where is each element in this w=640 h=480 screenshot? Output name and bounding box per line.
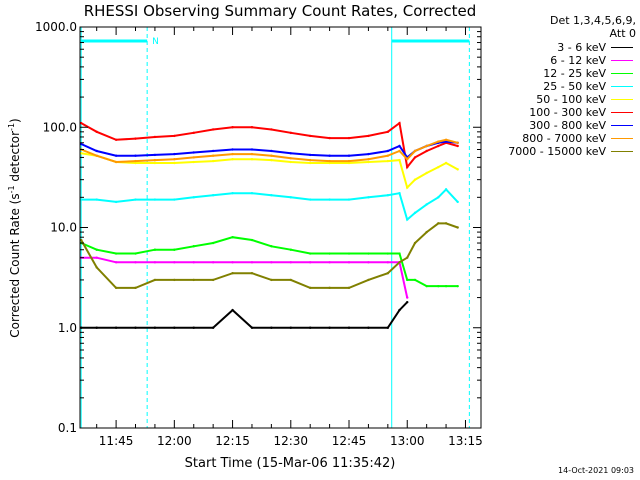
x-tick-label: 12:30 [273,434,308,448]
detector-info: Det 1,3,4,5,6,9, Att 0 [520,14,636,40]
series-9 [79,222,459,290]
y-axis-label: Corrected Count Rate (s-1 detector-1) [7,118,22,337]
legend-swatch [611,47,633,48]
y-tick-label: 100.0 [43,120,77,134]
series-line [81,301,408,329]
series-line [81,256,409,298]
y-label-sup1: -1 [7,185,16,193]
y-tick-label: 1.0 [58,321,77,335]
legend-swatch [611,73,633,74]
legend-swatch [611,151,633,152]
legend-label: 3 - 6 keV [557,41,606,54]
x-tick-label: 13:15 [448,434,483,448]
legend-item: 50 - 100 keV [470,93,636,106]
y-tick-label: 1000.0 [35,20,77,34]
x-tick-label: 12:45 [332,434,367,448]
x-axis-label: Start Time (15-Mar-06 11:35:42) [185,456,396,471]
legend-label: 50 - 100 keV [536,93,606,106]
legend-label: 800 - 7000 keV [522,132,606,145]
footer-date: 14-Oct-2021 09:03 [558,466,634,475]
series-1 [79,300,409,329]
series-8 [79,138,459,164]
series-line [81,187,459,222]
y-tick-label: 10.0 [50,221,77,235]
x-tick-label: 12:15 [215,434,250,448]
detector-label: Det 1,3,4,5,6,9, [549,14,636,27]
legend-label: 25 - 50 keV [543,80,606,93]
legend-label: 100 - 300 keV [529,106,606,119]
y-label-main: Corrected Count Rate (s [8,193,22,337]
tick-labels: 0.1 1.0 10.0 100.0 1000.0 11:45 12:00 12:15 12:3… [35,20,483,448]
legend-swatch [611,125,633,126]
attenuator-label: Att 0 [609,27,636,40]
legend-swatch [611,99,633,100]
series-line [80,121,458,170]
y-label-sup2: -1 [7,123,16,131]
x-tick-label: 11:45 [99,434,134,448]
y-label-mid: detector [8,131,22,186]
legend-item: 6 - 12 keV [470,54,636,67]
legend-label: 6 - 12 keV [550,54,606,67]
legend-item: 12 - 25 keV [470,67,636,80]
legend-item: 800 - 7000 keV [470,132,636,145]
chart-title: RHESSI Observing Summary Count Rates, Co… [83,2,477,20]
series-5 [79,152,459,190]
series-line [81,152,459,190]
legend-swatch [611,112,633,113]
x-tick-label: 12:00 [157,434,192,448]
legend-swatch [611,138,633,139]
x-tick-label: 13:00 [390,434,425,448]
series-line [80,138,458,164]
legend-label: 7000 - 15000 keV [508,145,606,158]
y-label-end: ) [8,118,22,123]
series-layer [79,121,459,329]
legend-label: 12 - 25 keV [543,67,606,80]
series-line [80,222,459,289]
legend-item: 100 - 300 keV [470,106,636,119]
legend-swatch [611,86,633,87]
y-tick-label: 0.1 [58,421,77,435]
series-3 [79,236,459,288]
night-marker-label: N [152,37,159,47]
series-4 [79,187,459,222]
legend-item: 7000 - 15000 keV [470,145,636,158]
legend-item: 3 - 6 keV [470,41,636,54]
series-6 [79,121,459,170]
series-line [80,236,458,288]
plot-background [80,27,481,428]
legend-label: 300 - 800 keV [529,119,606,132]
legend: 3 - 6 keV 6 - 12 keV 12 - 25 keV 25 - 50 ke… [470,41,636,158]
legend-item: 25 - 50 keV [470,80,636,93]
legend-swatch [611,60,633,61]
plot-area [80,27,481,428]
legend-item: 300 - 800 keV [470,119,636,132]
